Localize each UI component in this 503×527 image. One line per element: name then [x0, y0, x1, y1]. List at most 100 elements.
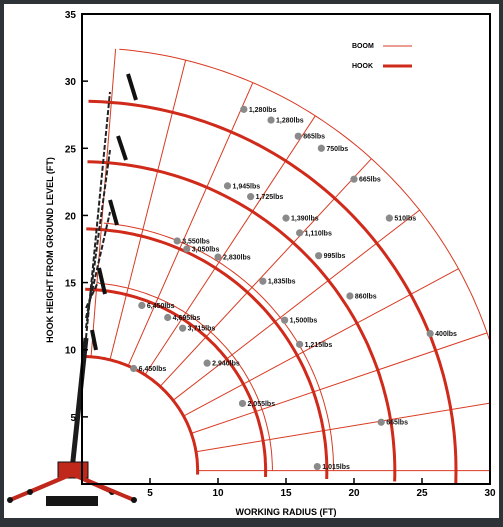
load-point-26 [240, 105, 248, 113]
load-point-22 [350, 175, 358, 183]
jib-tip-4 [90, 329, 98, 351]
load-point-0 [130, 364, 138, 373]
hook-arc-3 [87, 160, 397, 482]
load-point-9 [296, 340, 304, 348]
load-point-20 [247, 193, 255, 201]
load-label-12: 510lbs [394, 216, 416, 223]
load-point-15 [296, 229, 304, 237]
jib-tip-0 [126, 73, 138, 101]
crane-body [57, 461, 89, 479]
load-label-16: 1,390lbs [291, 216, 319, 223]
load-label-2: 4,695lbs [173, 315, 201, 322]
outrigger-foot-0 [7, 497, 13, 503]
boom-ray-4 [172, 209, 420, 401]
x-axis-label: WORKING RADIUS (FT) [236, 507, 337, 517]
load-point-16 [282, 214, 290, 222]
boom-ray-2 [191, 332, 488, 434]
load-point-14 [315, 252, 323, 260]
load-point-23 [317, 144, 325, 152]
outrigger-foot-3 [131, 497, 137, 503]
jib-tip-3 [97, 267, 107, 295]
load-label-8: 400lbs [435, 331, 457, 338]
hook-arc-2 [86, 227, 329, 480]
load-label-22: 665lbs [359, 177, 381, 184]
y-tick-6: 35 [65, 10, 77, 21]
x-tick-2: 15 [280, 488, 292, 499]
crane-boom [69, 337, 89, 471]
load-label-0: 6,450lbs [139, 366, 167, 373]
outrigger-foot-1 [27, 489, 33, 495]
boom-grid [90, 48, 490, 472]
load-point-7 [377, 418, 385, 426]
boom-ray-1 [195, 402, 490, 453]
load-point-11 [346, 292, 354, 300]
load-point-8 [426, 330, 434, 338]
load-point-2 [164, 313, 172, 322]
load-label-17: 2,830lbs [223, 255, 251, 262]
boom-ray-7 [127, 82, 254, 367]
load-label-26: 1,280lbs [249, 107, 277, 114]
load-point-6 [313, 462, 321, 471]
hook-arc-1 [85, 287, 268, 477]
load-label-11: 860lbs [355, 294, 377, 301]
legend: BOOM HOOK [352, 43, 412, 70]
legend-boom-label: BOOM [352, 43, 374, 50]
x-tick-4: 25 [416, 488, 428, 499]
boom-ray-8 [109, 60, 187, 360]
y-tick-1: 10 [65, 346, 77, 357]
load-point-17 [214, 253, 222, 261]
load-point-12 [385, 214, 393, 222]
axis-ticks: 5 10 15 20 25 30 5 10 15 20 25 30 35 [65, 10, 496, 499]
load-label-7: 665lbs [386, 420, 408, 427]
boom-ray-6 [144, 115, 316, 376]
crawler-track [46, 496, 98, 506]
load-label-10: 1,500lbs [290, 318, 318, 325]
x-tick-3: 20 [348, 488, 360, 499]
hook-arc-0 [83, 354, 200, 475]
outrigger-leg-1 [29, 472, 73, 494]
boom-arc-5 [119, 48, 490, 344]
y-tick-5: 30 [65, 77, 77, 88]
load-point-21 [223, 182, 232, 190]
boom-arc-1 [98, 282, 273, 471]
load-point-13 [259, 277, 267, 285]
y-axis-label: HOOK HEIGHT FROM GROUND LEVEL (FT) [45, 157, 55, 343]
y-tick-4: 25 [65, 144, 77, 155]
boom-ray-5 [159, 158, 372, 387]
load-point-4 [203, 359, 211, 367]
chart-paper [4, 4, 499, 518]
load-point-18 [183, 245, 191, 253]
load-label-24: 865lbs [303, 134, 325, 141]
load-label-1: 6,450lbs [147, 303, 175, 310]
load-label-18: 3,050lbs [192, 247, 220, 254]
load-label-14: 995lbs [324, 253, 346, 260]
y-tick-0: 5 [70, 413, 76, 424]
y-tick-3: 20 [65, 211, 77, 222]
load-label-5: 2,055lbs [247, 401, 275, 408]
load-label-15: 1,110lbs [305, 230, 332, 237]
load-label-4: 2,940lbs [212, 361, 240, 368]
load-label-20: 1,725lbs [256, 194, 284, 201]
load-point-5 [238, 399, 247, 408]
x-tick-0: 5 [147, 488, 153, 499]
load-label-23: 750lbs [326, 146, 348, 153]
boom-ray-3 [183, 268, 459, 417]
load-label-3: 3,715lbs [188, 326, 216, 333]
boom-position-0 [85, 91, 111, 339]
x-tick-1: 10 [212, 488, 224, 499]
jib-tip-1 [116, 135, 128, 161]
load-label-21: 1,945lbs [233, 183, 261, 190]
load-label-19: 3,550lbs [182, 238, 210, 245]
load-point-19 [173, 237, 181, 245]
crane-illustration [7, 73, 138, 506]
load-label-6: 1,015lbs [322, 464, 350, 471]
jib-tip-2 [108, 199, 119, 226]
load-point-1 [138, 301, 146, 309]
load-label-25: 1,280lbs [276, 118, 304, 125]
boom-arc-2 [103, 222, 335, 471]
load-point-25 [267, 116, 275, 124]
load-points: 6,450lbs 6,450lbs 4,695lbs 3,715lbs 2,940lbs… [130, 105, 457, 471]
y-tick-2: 15 [65, 279, 77, 290]
